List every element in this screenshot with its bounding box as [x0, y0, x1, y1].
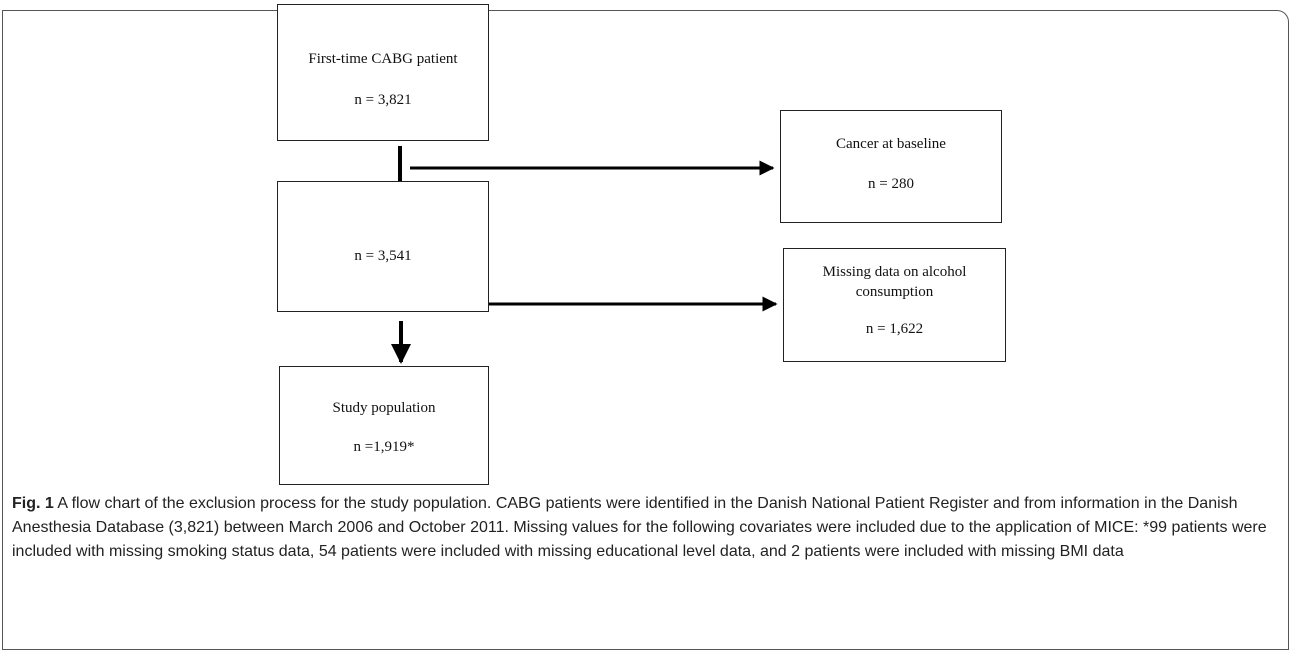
box-label: Missing data on alcohol consumption [822, 264, 967, 300]
box-count: n = 3,541 [354, 248, 412, 264]
box-label: First-time CABG patient [308, 51, 458, 67]
box-count: n = 3,821 [354, 92, 412, 108]
box-count: n = 1,622 [865, 321, 924, 337]
caption-label: Fig. 1 [12, 495, 54, 512]
flow-box: Missing data on alcohol consumption n = … [783, 248, 1006, 362]
flow-box: n = 3,541 [277, 181, 489, 312]
flow-box: Cancer at baseline n = 280 [780, 110, 1002, 223]
caption-text: A flow chart of the exclusion process fo… [12, 495, 1267, 560]
page: First-time CABG patient n = 3,821 Cancer… [2, 4, 1289, 650]
figure-caption: Fig. 1 A flow chart of the exclusion pro… [12, 492, 1280, 564]
box-label: Study population [332, 400, 436, 416]
box-label: Cancer at baseline [836, 136, 946, 152]
box-count: n = 280 [868, 176, 914, 192]
box-count: n =1,919* [353, 439, 415, 455]
flow-box: Study population n =1,919* [279, 366, 489, 485]
flow-box: First-time CABG patient n = 3,821 [277, 4, 489, 141]
